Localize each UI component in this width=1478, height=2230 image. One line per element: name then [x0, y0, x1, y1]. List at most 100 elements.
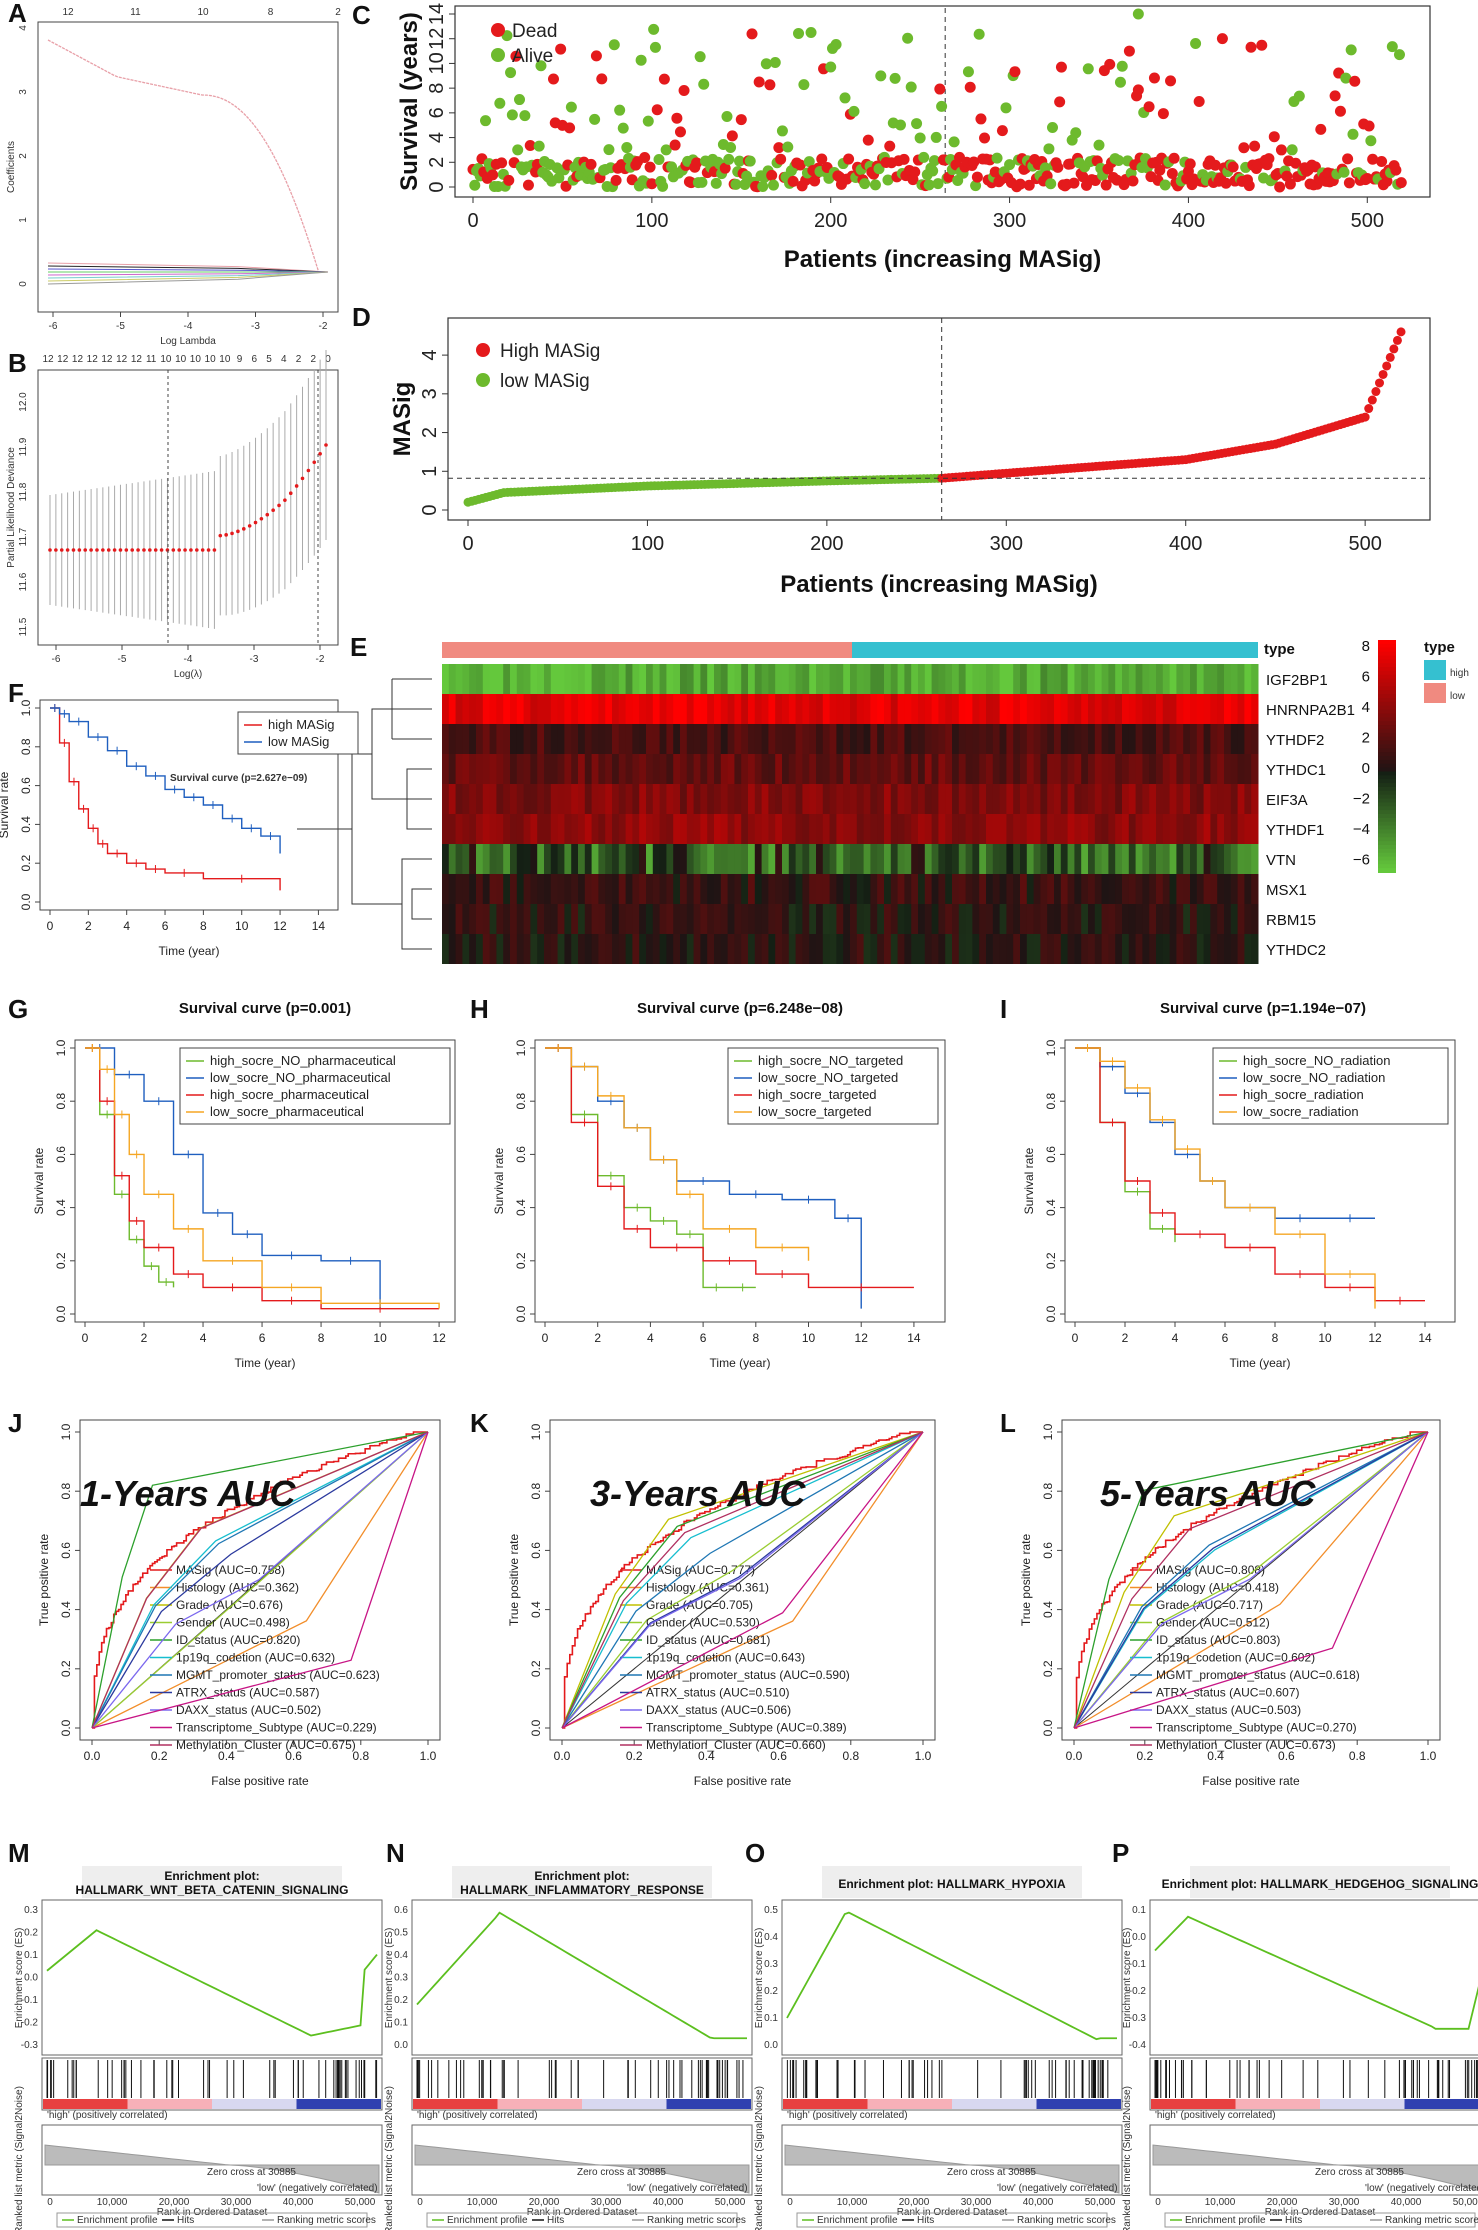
panel-E-cell	[700, 784, 708, 814]
panel-E-cell	[1210, 874, 1218, 904]
panel-L-xtick-label: 1.0	[1420, 1749, 1437, 1763]
panel-D-frame	[447, 317, 1431, 521]
panel-E-cell	[748, 694, 756, 724]
panel-O-ylabel2: Ranked list metric (Signal2Noise)	[754, 2086, 765, 2230]
panel-E-cell	[1067, 934, 1075, 964]
panel-E-cell	[1217, 694, 1225, 724]
panel-K-legend-item: Methylation_Cluster (AUC=0.660)	[646, 1738, 826, 1752]
panel-C-point	[1395, 177, 1407, 189]
panel-M-xtick-label: 50,000	[345, 2197, 376, 2208]
panel-C-point	[1342, 153, 1354, 165]
panel-E-cell	[516, 814, 525, 844]
panel-E-cell	[1135, 784, 1143, 814]
panel-E-cell	[578, 664, 586, 694]
panel-E-cell	[1230, 904, 1239, 934]
panel-N-legend-item: Enrichment profile	[447, 2215, 528, 2226]
panel-E-cell	[992, 754, 1001, 784]
panel-E-cell	[782, 784, 790, 814]
panel-F-label: F	[8, 678, 24, 708]
panel-C-point	[1220, 177, 1232, 189]
panel-E-cell	[911, 724, 919, 754]
panel-E-cell	[1067, 784, 1075, 814]
panel-C-point	[1143, 101, 1155, 113]
panel-J-roc-curve-10	[91, 1431, 429, 1729]
panel-E-cell	[1128, 694, 1137, 724]
panel-E-cell	[673, 754, 681, 784]
panel-E-cell	[850, 754, 858, 784]
panel-M-rank-frame	[41, 2124, 383, 2196]
panel-E-scale-cell	[1378, 833, 1396, 839]
panel-E-cell	[727, 814, 735, 844]
panel-E-cell	[986, 694, 994, 724]
panel-L-xtick-label: 0.0	[1066, 1749, 1083, 1763]
panel-B-point	[236, 529, 240, 534]
panel-E-cell	[952, 874, 960, 904]
panel-B-toptick-label: 12	[101, 354, 113, 365]
panel-J-xtick-label: 0.6	[285, 1749, 302, 1763]
panel-E-cell	[544, 874, 552, 904]
panel-D-xtick-label: 200	[810, 533, 843, 555]
panel-K-legend-item: Histology (AUC=0.361)	[646, 1581, 769, 1595]
panel-E-cell	[816, 874, 824, 904]
panel-E-cell	[1176, 844, 1184, 874]
panel-I-ylabel: Survival rate	[1022, 1147, 1036, 1214]
panel-E-cell	[707, 814, 715, 844]
panel-E-cell	[856, 664, 865, 694]
panel-L-xtick-label: 0.8	[1349, 1749, 1366, 1763]
panel-E-cell	[843, 664, 851, 694]
panel-E-cell	[972, 724, 980, 754]
panel-E-cell	[714, 934, 722, 964]
panel-E-cell	[850, 694, 858, 724]
panel-E-cell	[700, 934, 708, 964]
panel-E-cell	[938, 904, 946, 934]
panel-E-cell	[1094, 724, 1103, 754]
panel-E-cell	[850, 934, 858, 964]
panel-E-cell	[455, 934, 463, 964]
panel-E-cell	[986, 844, 994, 874]
panel-E-cell	[918, 934, 926, 964]
panel-E-cell	[965, 934, 973, 964]
panel-E-cell	[489, 844, 497, 874]
panel-E-cell	[1081, 664, 1089, 694]
panel-E-cell	[686, 874, 695, 904]
panel-E-cell	[1013, 904, 1021, 934]
panel-E-cell	[768, 694, 776, 724]
panel-E-cell	[1108, 754, 1116, 784]
panel-E-cell	[1203, 664, 1211, 694]
panel-E-cell	[700, 874, 708, 904]
panel-E-cell	[666, 844, 674, 874]
panel-D-xtick-label: 300	[990, 533, 1023, 555]
panel-C-point	[494, 97, 506, 109]
panel-O-xtick-label: 30,000	[961, 2197, 992, 2208]
panel-E-cell	[625, 724, 633, 754]
panel-E-cell	[1230, 724, 1239, 754]
panel-E-cell	[890, 874, 899, 904]
panel-E-cell	[680, 934, 688, 964]
panel-E-cell	[530, 904, 538, 934]
panel-E-cell	[754, 934, 763, 964]
panel-E-cell	[850, 784, 858, 814]
panel-E-cell	[1020, 934, 1028, 964]
panel-E-cell	[1101, 934, 1109, 964]
panel-J-xtick-label: 0.2	[151, 1749, 168, 1763]
panel-E-cell	[768, 844, 776, 874]
panel-E-cell	[863, 664, 871, 694]
panel-E-scale-cell	[1378, 825, 1396, 831]
panel-E-cell	[802, 664, 810, 694]
panel-K-ytick-label: 0.0	[529, 1719, 543, 1736]
panel-E-cell	[924, 784, 933, 814]
panel-E-cell	[1006, 724, 1014, 754]
panel-C-legend-alive: Alive	[512, 46, 553, 67]
panel-E-scale-cell	[1378, 640, 1396, 645]
panel-C-point	[1023, 179, 1035, 191]
panel-C-point	[970, 180, 982, 192]
panel-E-cell	[523, 874, 531, 904]
panel-E-cell	[1135, 844, 1143, 874]
panel-J-roc-curve-9	[91, 1431, 429, 1729]
panel-E-cell	[469, 874, 477, 904]
panel-E-cell	[1006, 934, 1014, 964]
panel-C-point	[1216, 33, 1228, 45]
panel-G-legend-item: high_socre_NO_pharmaceutical	[210, 1053, 396, 1068]
panel-E-cell	[734, 814, 742, 844]
panel-E-cell	[550, 724, 559, 754]
